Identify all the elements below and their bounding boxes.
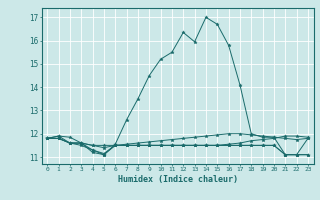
X-axis label: Humidex (Indice chaleur): Humidex (Indice chaleur) — [118, 175, 237, 184]
